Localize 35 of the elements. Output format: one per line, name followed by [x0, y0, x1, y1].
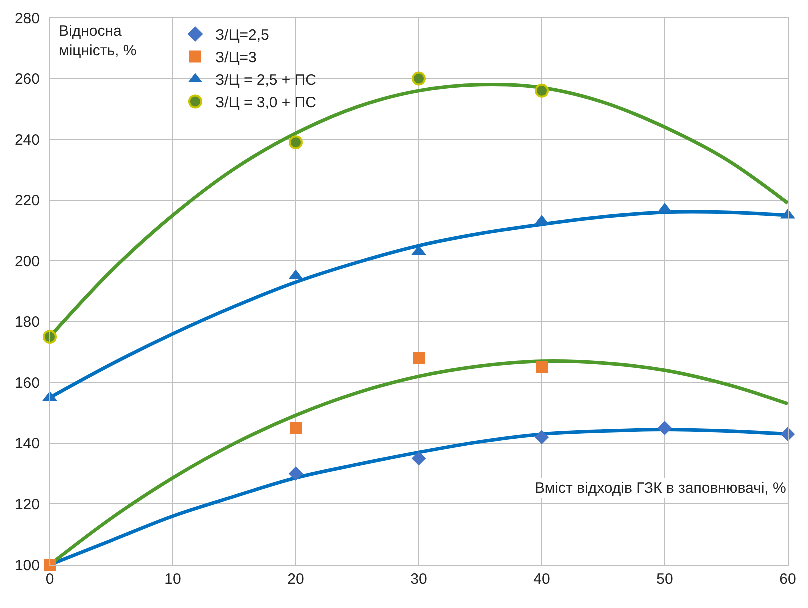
point: [288, 466, 304, 481]
y-tick-label: 180: [14, 314, 40, 332]
legend-label: З/Ц = 2,5 + ПС: [215, 72, 317, 90]
y-tick-label: 120: [14, 496, 40, 514]
point: [289, 136, 303, 150]
x-tick-label: 40: [534, 571, 550, 588]
y-tick-label: 200: [14, 253, 40, 270]
y-tick-label: 220: [14, 192, 40, 210]
point: [412, 451, 426, 466]
y-tick-label: 160: [14, 374, 40, 392]
y-tick-label: 100: [14, 557, 40, 574]
point: [44, 559, 56, 571]
point: [534, 430, 550, 445]
legend-label: З/Ц=3: [215, 50, 257, 67]
point: [412, 72, 426, 86]
legend-label: З/Ц = 3,0 + ПС: [215, 94, 317, 112]
x-tick-label: 30: [410, 571, 428, 588]
y-axis-title: Відносна міцність, %: [59, 23, 137, 60]
y-tick-label: 240: [14, 132, 40, 149]
y-tick-label: 280: [14, 10, 40, 28]
point: [535, 84, 549, 98]
y-tick-label: 260: [14, 71, 40, 88]
x-tick-label: 0: [46, 571, 54, 588]
x-tick-label: 50: [656, 571, 674, 588]
x-tick-label: 60: [780, 571, 796, 588]
point: [658, 421, 672, 436]
x-tick-label: 20: [288, 571, 304, 588]
x-axis-title: Вміст відходів ГЗК в заповнювачі, %: [535, 480, 786, 497]
x-tick-label: 10: [164, 571, 182, 588]
point: [43, 330, 57, 344]
point: [290, 422, 302, 434]
legend-label: З/Ц=2,5: [215, 27, 270, 44]
y-tick-label: 140: [14, 436, 40, 453]
point: [536, 361, 548, 374]
point: [413, 352, 425, 364]
